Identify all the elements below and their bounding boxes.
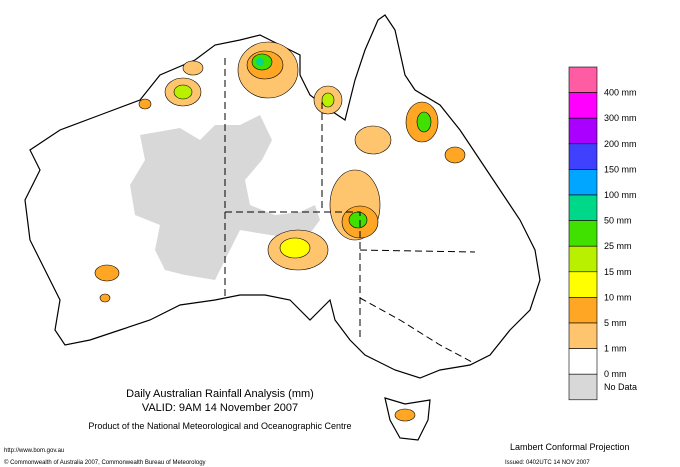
legend-swatch bbox=[568, 92, 598, 119]
legend-swatch bbox=[568, 373, 598, 401]
legend-swatch bbox=[568, 271, 598, 298]
rain-area bbox=[354, 125, 392, 155]
legend-label: 200 mm bbox=[604, 139, 637, 149]
legend-swatch bbox=[568, 117, 598, 145]
legend-swatch bbox=[568, 245, 598, 273]
legend-label: 100 mm bbox=[604, 190, 637, 200]
australia bbox=[24, 14, 541, 379]
legend-swatch bbox=[568, 169, 598, 196]
state-border bbox=[359, 297, 473, 363]
legend-label: 50 mm bbox=[604, 216, 632, 226]
map-title: Daily Australian Rainfall Analysis (mm) bbox=[126, 388, 314, 400]
copyright: © Commonwealth of Australia 2007, Common… bbox=[4, 459, 206, 466]
legend-swatch bbox=[568, 297, 598, 324]
issued: Issued: 0402UTC 14 NOV 2007 bbox=[505, 460, 590, 466]
legend-swatch bbox=[568, 220, 598, 247]
state-borders bbox=[224, 58, 476, 363]
legend-swatch bbox=[568, 143, 598, 170]
rain-area bbox=[279, 237, 311, 259]
legend: 400 mm 300 mm 200 mm 150 mm 100 mm 50 mm 25 mm… bbox=[568, 66, 637, 401]
rain-area bbox=[182, 60, 204, 76]
legend-label: 15 mm bbox=[604, 267, 632, 277]
legend-label: 150 mm bbox=[604, 164, 637, 174]
state-border bbox=[359, 249, 476, 253]
legend-label: 300 mm bbox=[604, 113, 637, 123]
legend-label: No Data bbox=[604, 382, 637, 392]
legend-label: 400 mm bbox=[604, 88, 637, 98]
rain-area bbox=[256, 58, 264, 66]
rain-area bbox=[138, 98, 152, 110]
legend-label: 25 mm bbox=[604, 241, 632, 251]
url: http://www.bom.gov.au bbox=[4, 448, 64, 454]
rain-area bbox=[444, 146, 466, 164]
no-data-area bbox=[130, 115, 320, 280]
rain-area bbox=[394, 408, 416, 422]
legend-label: 5 mm bbox=[604, 318, 627, 328]
legend-swatch bbox=[568, 194, 598, 221]
legend-swatch bbox=[568, 66, 598, 93]
rain-area bbox=[94, 264, 120, 282]
producer: Product of the National Meteorological a… bbox=[88, 421, 351, 431]
rain-area bbox=[348, 211, 368, 229]
rain-area bbox=[321, 92, 335, 108]
rain-area bbox=[173, 84, 193, 100]
legend-swatch bbox=[568, 348, 598, 375]
legend-label: 1 mm bbox=[604, 344, 627, 354]
legend-swatch bbox=[568, 322, 598, 349]
rain-area bbox=[416, 111, 432, 133]
state-border bbox=[225, 211, 361, 340]
legend-label: 10 mm bbox=[604, 292, 632, 302]
map bbox=[24, 14, 541, 441]
valid-time: VALID: 9AM 14 November 2007 bbox=[142, 402, 298, 414]
rain-area bbox=[99, 293, 111, 303]
legend-label: 0 mm bbox=[604, 369, 627, 379]
projection: Lambert Conformal Projection bbox=[510, 442, 630, 452]
rain-areas bbox=[94, 41, 466, 422]
